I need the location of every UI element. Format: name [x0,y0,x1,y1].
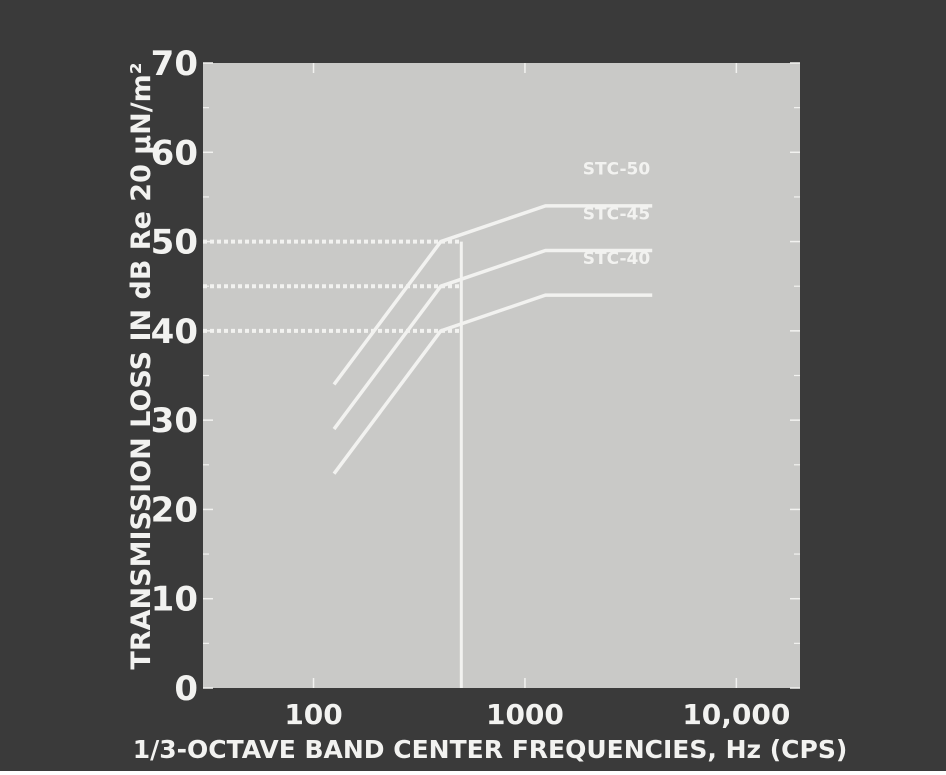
y-tick-label: 60 [151,133,198,173]
tick-labels: 0 10 20 30 40 50 60 70 100 1000 10,000 STC-50 STC-45… [151,44,791,731]
series-label: STC-45 [583,204,650,224]
y-tick-label: 30 [151,401,198,441]
y-tick-label: 50 [151,223,198,263]
x-tick-label: 10,000 [682,698,790,731]
x-tick-label: 1000 [486,698,564,731]
y-tick-label: 0 [174,669,198,709]
series-line [332,248,653,431]
y-tick-label: 70 [151,44,198,84]
y-tick-label: 40 [151,312,198,352]
series-lines [332,204,653,475]
series-label: STC-50 [583,160,651,180]
series-line [332,204,653,386]
y-axis-label: TRANSMISSION LOSS IN dB Re 20 μN/m² [126,62,157,669]
series-label: STC-40 [583,249,651,269]
plot-area [203,63,800,688]
y-tick-label: 20 [151,490,198,530]
reference-lines [203,239,463,688]
series-line [332,293,653,475]
x-axis-label: 1/3-OCTAVE BAND CENTER FREQUENCIES, Hz (… [133,735,848,764]
y-tick-label: 10 [151,580,198,620]
x-tick-label: 100 [284,698,342,731]
